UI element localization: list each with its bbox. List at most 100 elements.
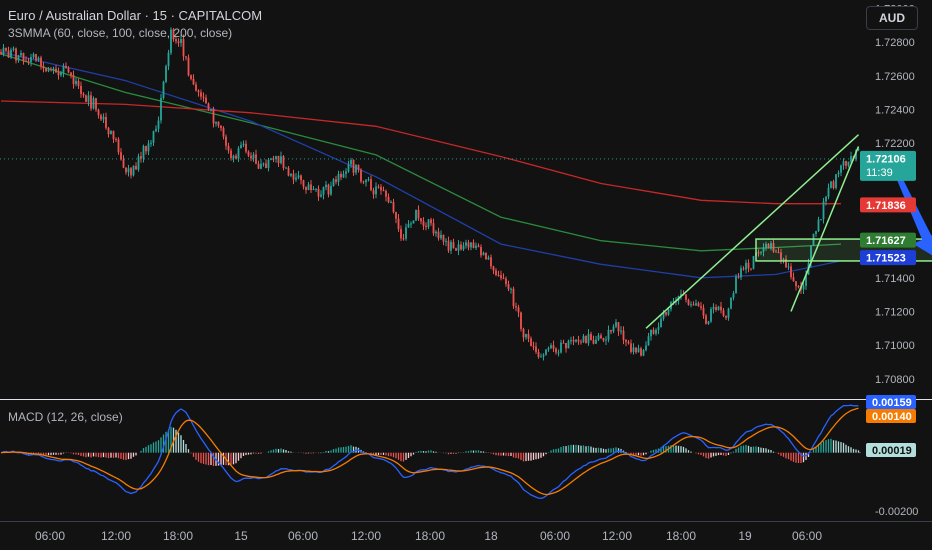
- candle-body: [365, 179, 367, 183]
- candle: [575, 339, 577, 343]
- candle-body: [105, 116, 107, 128]
- candle: [17, 54, 20, 63]
- candle-body: [577, 339, 580, 342]
- candle-body: [615, 322, 617, 327]
- candle-body: [340, 173, 342, 178]
- candle-body: [300, 175, 302, 181]
- candle: [227, 142, 230, 154]
- candle: [580, 339, 582, 345]
- candle: [32, 52, 35, 59]
- candle-body: [55, 68, 57, 73]
- candle-body: [187, 57, 190, 76]
- candle-body: [787, 266, 790, 268]
- candle-body: [115, 138, 117, 140]
- candle: [360, 168, 362, 184]
- candle: [570, 336, 572, 345]
- candle: [5, 47, 7, 53]
- candle-body: [735, 276, 737, 294]
- candle: [752, 255, 755, 270]
- currency-button[interactable]: AUD: [866, 6, 918, 30]
- candle: [265, 159, 267, 169]
- rising-wedge-upper-trendline[interactable]: [790, 146, 860, 312]
- candle-body: [45, 68, 47, 72]
- candle-body: [15, 48, 17, 61]
- candle-body: [545, 349, 547, 355]
- rising-wedge-lower-trendline[interactable]: [645, 134, 860, 329]
- candle: [687, 298, 690, 306]
- candle-body: [522, 328, 525, 338]
- macd-indicator-label[interactable]: MACD (12, 26, close): [8, 410, 123, 424]
- candle-body: [75, 80, 77, 85]
- price-axis-tick: 1.71400: [875, 273, 915, 285]
- candle: [787, 262, 790, 271]
- candle: [450, 239, 452, 255]
- candle: [407, 220, 410, 228]
- candle: [257, 160, 260, 170]
- candle-body: [720, 306, 722, 311]
- candle-body: [207, 103, 210, 110]
- candle: [237, 146, 240, 163]
- candle: [452, 238, 455, 249]
- candle: [747, 259, 750, 273]
- candle-body: [180, 39, 182, 43]
- candle: [717, 305, 720, 311]
- candle-body: [782, 258, 785, 260]
- candle-body: [845, 161, 847, 166]
- candle: [337, 170, 340, 186]
- candle: [140, 151, 142, 163]
- candle-body: [277, 156, 280, 164]
- candle-body: [72, 75, 75, 85]
- candle: [422, 217, 425, 230]
- candle-body: [465, 242, 467, 246]
- candle-body: [427, 219, 430, 228]
- time-axis-tick: 06:00: [792, 529, 822, 543]
- candle: [667, 308, 670, 316]
- candle-body: [375, 186, 377, 195]
- candle-body: [322, 187, 325, 195]
- candle: [535, 342, 537, 355]
- candle-body: [292, 173, 295, 180]
- smma-indicator-label[interactable]: 3SMMA (60, close, 100, close, 200, close…: [8, 26, 233, 40]
- candle: [435, 230, 437, 237]
- candle-body: [505, 278, 507, 285]
- price-axis-tick: 1.71200: [875, 306, 915, 318]
- candle: [12, 46, 15, 52]
- candle-body: [630, 343, 632, 352]
- candle-body: [580, 341, 582, 343]
- candle-body: [222, 128, 225, 137]
- candle: [20, 50, 22, 58]
- candle: [490, 254, 492, 270]
- candle: [210, 108, 212, 112]
- candle-body: [27, 61, 30, 63]
- candle-body: [332, 179, 335, 187]
- price-axis-tick: 1.70800: [875, 374, 915, 386]
- candle: [215, 121, 217, 127]
- candle-body: [447, 240, 450, 251]
- price-label-value: 1.71523: [866, 253, 906, 265]
- candle-body: [425, 225, 427, 228]
- candle: [250, 152, 252, 162]
- candle-body: [770, 243, 772, 249]
- candle: [545, 349, 547, 356]
- candle-body: [435, 231, 437, 234]
- candle: [790, 263, 792, 280]
- candle: [112, 130, 115, 143]
- candle: [245, 140, 247, 154]
- candle: [320, 190, 322, 198]
- time-axis-tick: 12:00: [602, 529, 632, 543]
- candle-body: [652, 329, 655, 334]
- candle: [457, 240, 460, 256]
- candle-body: [712, 307, 715, 310]
- candle: [167, 49, 170, 71]
- price-axis-tick: 1.71000: [875, 340, 915, 352]
- candle: [602, 337, 605, 343]
- candle: [280, 151, 282, 165]
- candle: [772, 239, 775, 253]
- candle: [310, 180, 312, 193]
- candle-body: [627, 341, 630, 344]
- candle-body: [330, 186, 332, 195]
- candle-body: [12, 48, 15, 50]
- candle-body: [380, 186, 382, 191]
- candle: [722, 307, 725, 318]
